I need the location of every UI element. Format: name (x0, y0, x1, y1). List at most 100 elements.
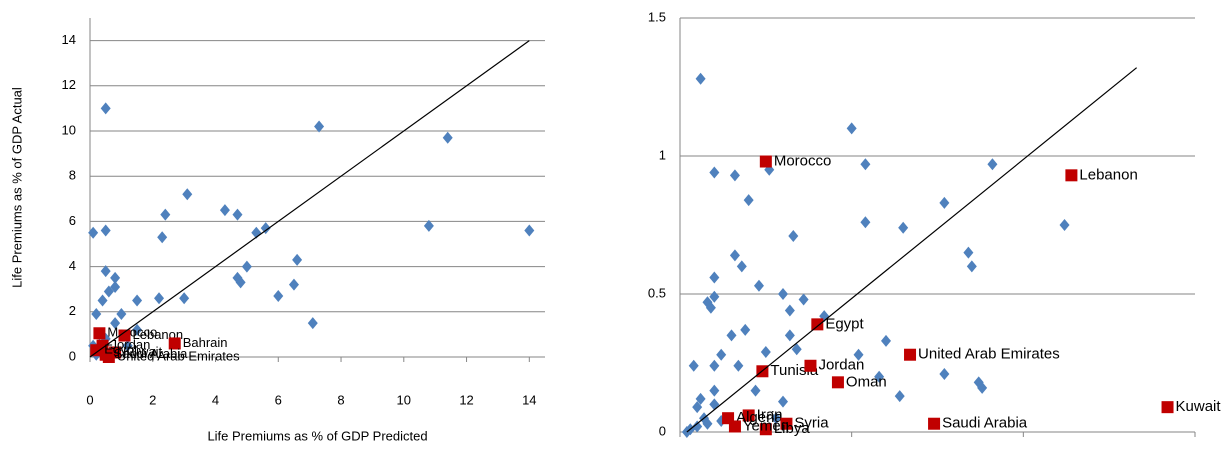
point (742, 409, 755, 422)
point (831, 376, 844, 389)
point (100, 265, 111, 278)
point-label: Algeria (736, 409, 783, 426)
y-tick-label: 14 (62, 32, 76, 47)
point (307, 317, 318, 330)
point-label: Jordan (818, 357, 864, 374)
point (154, 292, 165, 305)
point (110, 317, 121, 330)
point-label: Jordan (111, 337, 151, 352)
point (709, 166, 720, 179)
y-tick-label: 10 (62, 122, 76, 137)
point (874, 370, 885, 383)
y-tick-label: 0 (69, 348, 76, 363)
point (784, 304, 795, 317)
point (726, 329, 737, 342)
y-tick-label: 6 (69, 213, 76, 228)
point (692, 420, 703, 433)
point (788, 230, 799, 243)
point (102, 351, 115, 363)
point (798, 293, 809, 306)
point (728, 420, 741, 433)
x-tick-label: 10 (397, 392, 411, 407)
point (116, 308, 127, 321)
fit-line (89, 40, 530, 358)
point (702, 417, 713, 430)
point-label: Yemen (743, 417, 789, 434)
point (110, 280, 121, 293)
point-label: United Arab Emirates (117, 348, 240, 363)
y-tick-label: 12 (62, 77, 76, 92)
y-tick-label: 4 (69, 258, 76, 273)
point (791, 343, 802, 356)
point (219, 204, 230, 217)
point (91, 308, 102, 321)
point (1065, 169, 1078, 182)
point (709, 359, 720, 372)
x-tick-label: 2 (149, 392, 156, 407)
point (292, 253, 303, 266)
y-tick-label: 1 (659, 147, 666, 162)
point-label: Kuwait (1176, 398, 1222, 415)
point (314, 120, 325, 133)
point (260, 222, 271, 235)
point (987, 158, 998, 171)
point (122, 339, 133, 352)
point (709, 271, 720, 284)
x-axis-title: Life Premiums as % of GDP Predicted (207, 428, 427, 443)
point (784, 329, 795, 342)
point-label: Iran (757, 406, 783, 423)
x-tick-label: 4 (212, 392, 219, 407)
point (966, 260, 977, 273)
y-tick-label: 2 (69, 303, 76, 318)
point (182, 188, 193, 201)
point (168, 337, 181, 350)
point-label: Egypt (825, 315, 864, 332)
y-tick-label: 0 (659, 423, 666, 438)
point (705, 301, 716, 314)
point (771, 412, 782, 425)
point (846, 122, 857, 135)
y-tick-label: 0.5 (648, 285, 666, 300)
point (759, 423, 772, 436)
point-label: Egypt (104, 342, 138, 357)
point (692, 401, 703, 414)
point (716, 348, 727, 361)
point-label: Bahrain (183, 335, 228, 350)
y-tick-label: 1.5 (648, 9, 666, 24)
point (804, 359, 817, 372)
point (709, 290, 720, 303)
point (881, 334, 891, 347)
point (743, 194, 754, 207)
point (88, 226, 99, 239)
point (860, 216, 871, 229)
point-label: Kuwait (123, 344, 162, 359)
point (750, 384, 761, 397)
y-tick-label: 8 (69, 168, 76, 183)
point (894, 390, 905, 403)
point (973, 376, 984, 389)
point-label: Libya (774, 420, 811, 437)
point (100, 102, 111, 115)
point (118, 329, 131, 342)
point (103, 285, 114, 298)
point (110, 271, 121, 284)
point (780, 417, 793, 430)
point (811, 318, 824, 331)
x-tick-label: 8 (337, 392, 344, 407)
point (695, 72, 706, 85)
point (753, 279, 764, 292)
x-tick-label: 12 (459, 392, 473, 407)
point (688, 359, 699, 372)
point (93, 327, 106, 340)
point (97, 294, 108, 307)
point (157, 231, 168, 244)
point (235, 276, 246, 289)
point (160, 208, 171, 221)
point (423, 219, 434, 232)
point-label: Saudi Arabia (942, 415, 1028, 432)
point (1161, 401, 1174, 414)
point (963, 246, 974, 259)
point-label: Syria (794, 415, 829, 432)
point (733, 359, 744, 372)
